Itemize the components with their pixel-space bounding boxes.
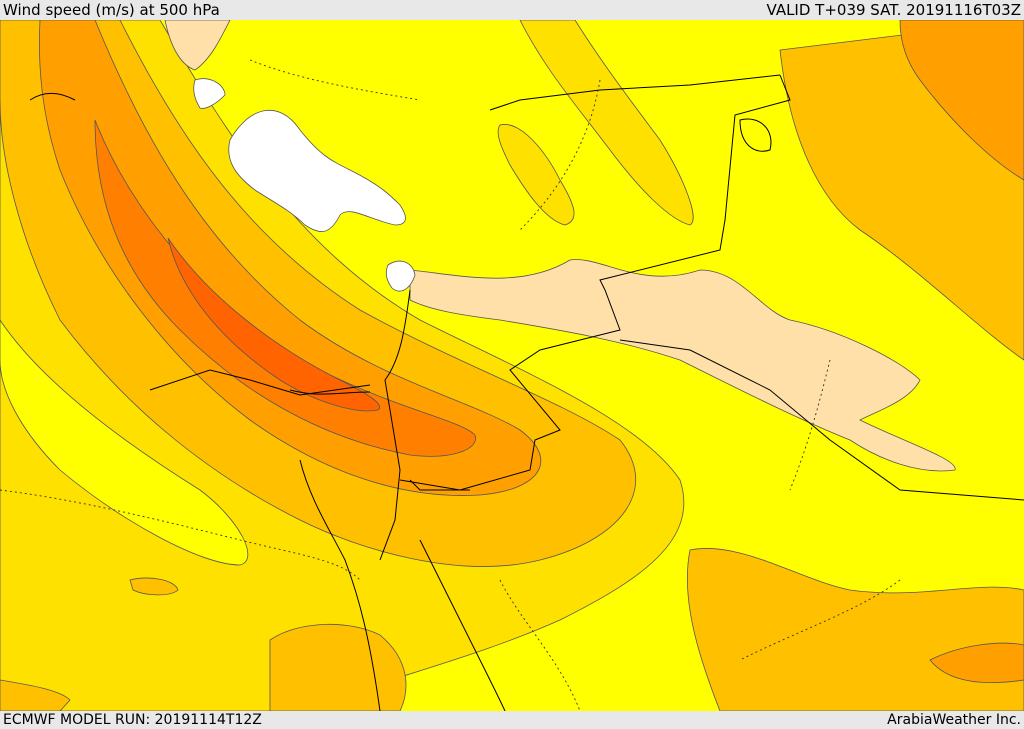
calm-zone-coast [385,260,416,292]
patch-egypt-yellow [129,577,179,596]
valid-time: VALID T+039 SAT. 20191116T03Z [766,1,1021,19]
coastlines [29,92,772,711]
calm-zone-med [228,109,406,232]
east-band-orange [899,20,1024,181]
jet-band-core [167,237,381,412]
admin-boundaries [0,59,901,711]
sw-patch-mid [269,623,407,711]
wind-speed-map [0,20,1024,711]
low-wind-syria-iraq [409,259,956,472]
sw-patch-mid-2 [0,679,71,711]
credit: ArabiaWeather Inc. [887,712,1021,728]
country-borders [149,74,1024,561]
patch-east-yellow [497,124,575,226]
footer-bar: ECMWF MODEL RUN: 20191114T12Z ArabiaWeat… [0,711,1024,729]
model-run: ECMWF MODEL RUN: 20191114T12Z [3,712,262,728]
se-patch-orange [929,642,1024,683]
map-title: Wind speed (m/s) at 500 hPa [3,1,220,19]
calm-zone-north [193,78,226,109]
se-patch-mid [687,548,1024,711]
low-wind-north [164,20,231,71]
west-yellow-strip [0,319,249,566]
header-bar: Wind speed (m/s) at 500 hPa VALID T+039 … [0,0,1024,20]
